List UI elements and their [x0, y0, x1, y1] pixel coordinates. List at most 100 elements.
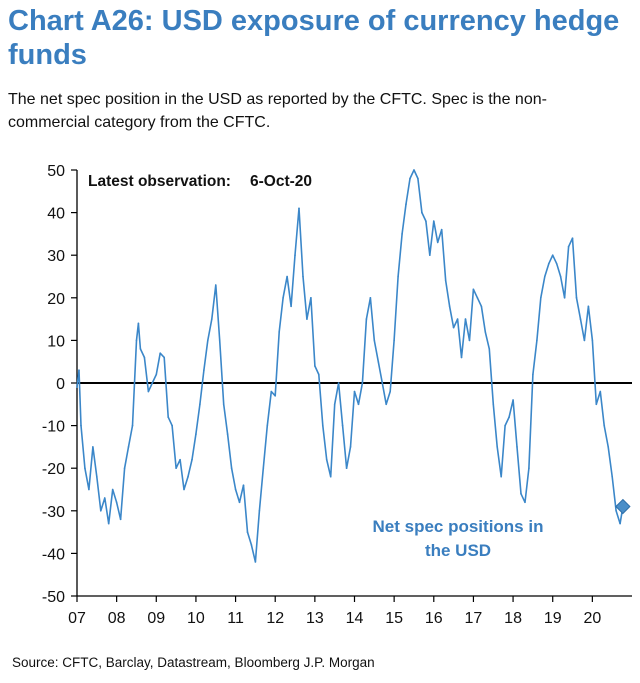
- series-point: [512, 399, 514, 401]
- series-point: [528, 467, 530, 470]
- series-point: [131, 424, 134, 427]
- series-point: [183, 488, 185, 491]
- x-tick-label: 19: [544, 610, 562, 627]
- series-point: [302, 275, 304, 278]
- series-point: [583, 339, 586, 342]
- x-tick-label: 15: [385, 610, 403, 627]
- series-point: [111, 488, 114, 491]
- series-point: [143, 356, 146, 359]
- series-point: [349, 446, 352, 448]
- series-point: [99, 510, 102, 512]
- series-point: [615, 510, 617, 512]
- series-point: [452, 326, 455, 329]
- page-title: Chart A26: USD exposure of currency hedg…: [8, 5, 620, 71]
- x-tick-label: 14: [346, 610, 364, 627]
- series-point: [119, 518, 122, 521]
- series-point: [393, 339, 395, 342]
- series-point: [417, 177, 419, 180]
- series-point: [325, 458, 328, 461]
- series-point: [278, 331, 280, 333]
- series-point: [294, 254, 296, 256]
- series-point: [429, 254, 431, 256]
- y-tick-label: -50: [42, 589, 65, 606]
- series-point: [599, 390, 602, 393]
- series-point: [137, 322, 140, 325]
- series-point: [84, 467, 86, 470]
- series-point: [563, 297, 566, 299]
- series-point: [464, 318, 467, 320]
- series-point: [381, 382, 384, 384]
- series-point: [103, 497, 106, 499]
- series-point: [167, 416, 169, 418]
- y-tick-label: -20: [42, 461, 65, 478]
- series-point: [373, 339, 376, 342]
- series-point: [218, 339, 221, 342]
- series-point: [203, 369, 205, 372]
- series-point: [159, 352, 162, 354]
- series-point: [547, 262, 550, 265]
- page-subtitle: The net spec position in the USD as repo…: [8, 91, 547, 131]
- series-label-line2: the USD: [425, 541, 491, 560]
- x-tick-label: 13: [306, 610, 324, 627]
- series-point: [163, 356, 166, 359]
- series-point: [151, 382, 154, 384]
- series-point: [210, 318, 213, 320]
- series-point: [115, 501, 118, 504]
- series-point: [353, 390, 356, 393]
- latest-observation-label: Latest observation:: [88, 173, 231, 190]
- series-point: [171, 424, 173, 427]
- series-point: [603, 424, 606, 427]
- series-point: [448, 305, 451, 308]
- series-point: [175, 467, 177, 470]
- x-tick-label: 17: [465, 610, 483, 627]
- series-point: [401, 233, 403, 235]
- x-tick-label: 09: [147, 610, 165, 627]
- series-point: [337, 382, 340, 384]
- series-point: [397, 275, 399, 278]
- series-point: [123, 467, 126, 470]
- series-point: [329, 475, 332, 478]
- series-point: [274, 394, 277, 397]
- y-tick-label: 0: [56, 376, 65, 393]
- series-point: [107, 522, 110, 525]
- series-point: [258, 510, 261, 512]
- series-point: [282, 297, 284, 299]
- series-point: [266, 424, 269, 427]
- series-point: [214, 284, 217, 286]
- series-point: [540, 297, 542, 299]
- series-point: [488, 348, 491, 350]
- series-point: [536, 339, 538, 342]
- series-point: [127, 446, 130, 448]
- series-point: [385, 403, 388, 406]
- series-point: [436, 241, 439, 244]
- series-point: [361, 382, 364, 384]
- series-point: [369, 297, 372, 299]
- series-point: [496, 446, 499, 448]
- series-point: [246, 531, 249, 533]
- last-observation-marker: [615, 498, 631, 515]
- series-point: [607, 446, 610, 448]
- series-point: [139, 348, 142, 350]
- series-label-line1: Net spec positions in: [373, 517, 544, 536]
- series-point: [242, 484, 245, 487]
- series-point: [444, 279, 447, 282]
- series-point: [524, 501, 526, 504]
- series-point: [222, 403, 225, 406]
- series-point: [587, 305, 590, 308]
- series-point: [199, 403, 201, 406]
- y-tick-label: 20: [47, 291, 65, 308]
- series-point: [226, 433, 229, 435]
- y-tick-label: 40: [47, 206, 65, 223]
- series-point: [500, 475, 502, 478]
- series-point: [234, 488, 237, 491]
- series-line: [76, 169, 624, 563]
- x-tick-label: 08: [108, 610, 126, 627]
- x-tick-label: 12: [266, 610, 284, 627]
- x-tick-label: 10: [187, 610, 205, 627]
- series-point: [135, 339, 138, 342]
- series-point: [187, 475, 189, 478]
- series-point: [318, 373, 320, 376]
- series-point: [575, 297, 578, 299]
- series-point: [472, 288, 475, 291]
- x-tick-label: 16: [425, 610, 443, 627]
